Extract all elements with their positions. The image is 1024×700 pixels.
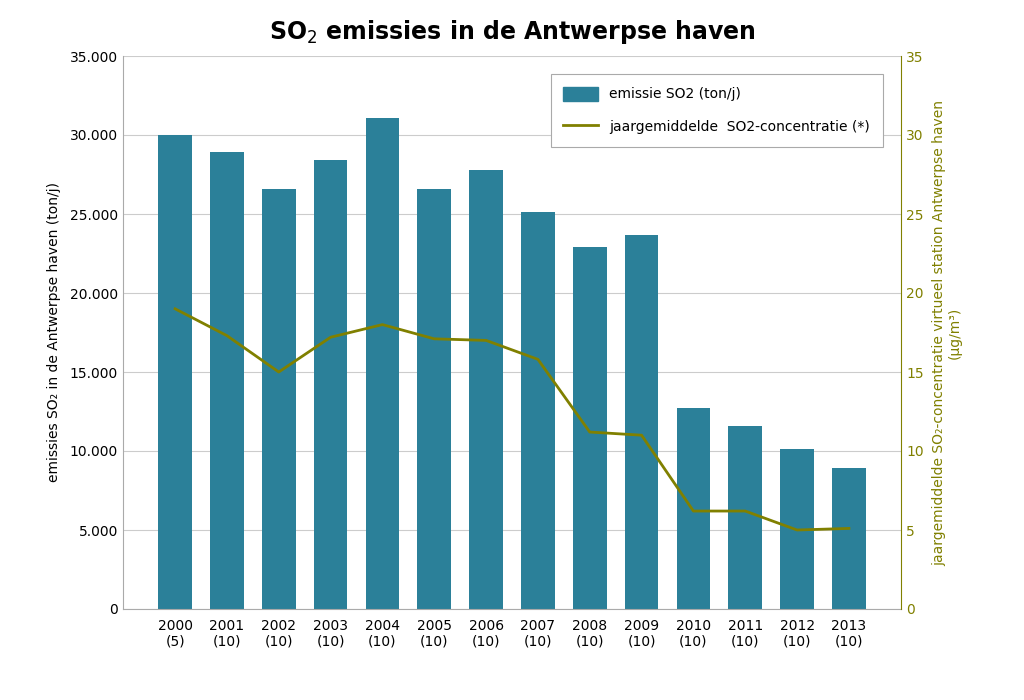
Bar [780,449,814,609]
Title: SO$_2$ emissies in de Antwerpse haven: SO$_2$ emissies in de Antwerpse haven [268,18,756,46]
Y-axis label: emissies SO₂ in de Antwerpse haven (ton/j): emissies SO₂ in de Antwerpse haven (ton/… [47,183,61,482]
Legend: emissie SO2 (ton/j), jaargemiddelde  SO2-concentratie (*): emissie SO2 (ton/j), jaargemiddelde SO2-… [551,74,883,147]
Y-axis label: jaargemiddelde SO₂-concentratie virtueel station Antwerpse haven
(µg/m³): jaargemiddelde SO₂-concentratie virtueel… [932,99,963,566]
Bar [833,468,865,609]
Bar [418,189,452,609]
Bar [262,189,296,609]
Bar [469,170,503,609]
Bar [572,247,606,609]
Bar [210,153,244,609]
Bar [625,234,658,609]
Bar [366,118,399,609]
Bar [677,408,711,609]
Bar [521,212,555,609]
Bar [728,426,762,609]
Bar [313,160,347,609]
Bar [159,135,191,609]
